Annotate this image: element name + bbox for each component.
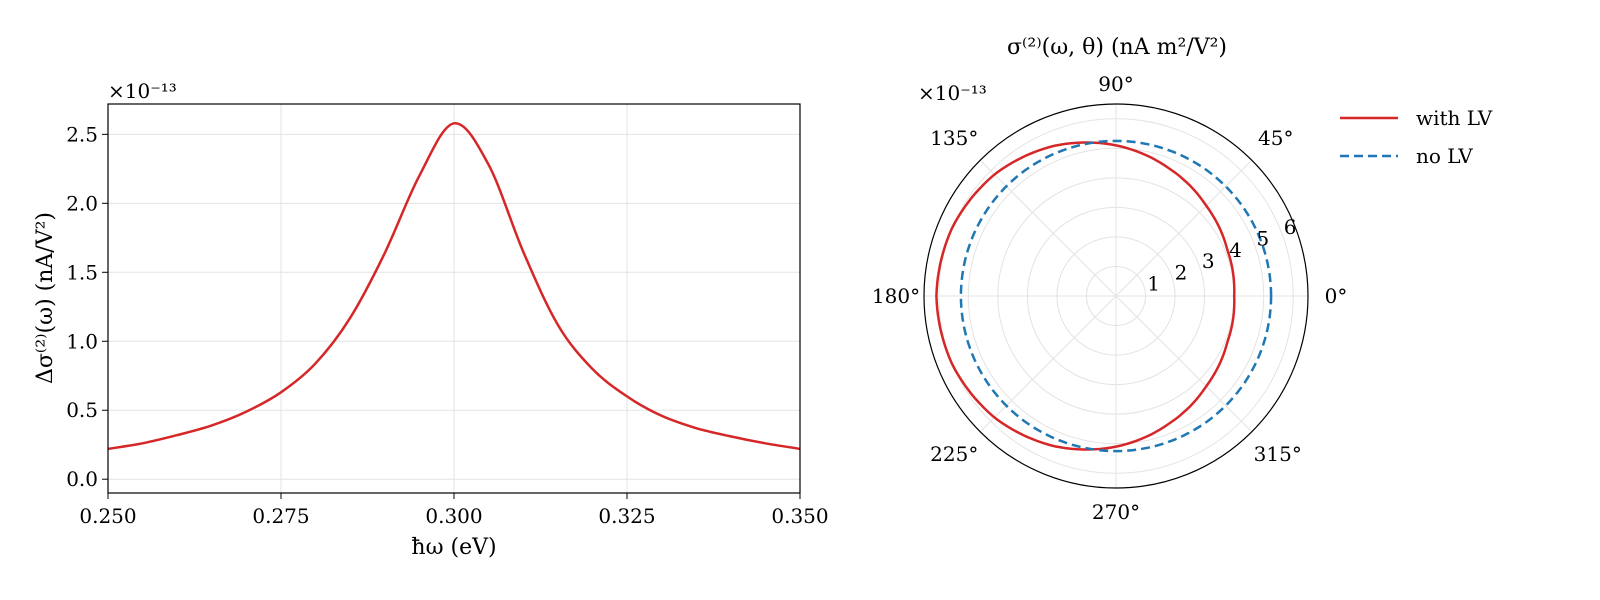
theta-grid-line bbox=[1115, 295, 1253, 433]
polar-series-line-0 bbox=[935, 141, 1236, 451]
r-tick-label: 5 bbox=[1256, 226, 1269, 250]
x-axis-label: ħω (eV) bbox=[411, 535, 496, 560]
r-tick-label: 6 bbox=[1284, 215, 1297, 239]
polar-series-line-1 bbox=[959, 139, 1273, 453]
y-tick-label: 0.5 bbox=[66, 398, 98, 422]
y-tick-label: 2.0 bbox=[66, 191, 98, 215]
y-tick-label: 0.0 bbox=[66, 467, 98, 491]
legend-label-with-lv: with LV bbox=[1416, 106, 1493, 130]
y-multiplier-label: ×10⁻¹³ bbox=[108, 79, 177, 103]
theta-tick-label: 0° bbox=[1325, 284, 1348, 308]
x-tick-label: 0.350 bbox=[771, 504, 828, 528]
y-tick-label: 2.5 bbox=[66, 122, 98, 146]
y-tick-label: 1.0 bbox=[66, 329, 98, 353]
theta-tick-label: 180° bbox=[872, 284, 920, 308]
r-tick-label: 4 bbox=[1229, 238, 1242, 262]
theta-tick-label: 45° bbox=[1258, 126, 1293, 150]
line-chart-grid bbox=[107, 104, 801, 493]
r-multiplier-label: ×10⁻¹³ bbox=[918, 81, 987, 105]
theta-tick-label: 135° bbox=[930, 126, 978, 150]
polar-grid bbox=[924, 104, 1308, 488]
y-axis-ticks: 0.0 0.5 1.0 1.5 2.0 2.5 bbox=[66, 122, 108, 491]
x-tick-label: 0.275 bbox=[252, 504, 309, 528]
theta-tick-label: 225° bbox=[930, 442, 978, 466]
x-tick-label: 0.250 bbox=[79, 504, 136, 528]
y-tick-label: 1.5 bbox=[66, 260, 98, 284]
x-tick-label: 0.300 bbox=[425, 504, 482, 528]
theta-tick-labels: 0° 45° 90° 135° 180° 225° 270° 315° bbox=[872, 72, 1347, 524]
polar-frame bbox=[923, 103, 1309, 489]
r-tick-label: 2 bbox=[1175, 260, 1188, 284]
r-tick-label: 3 bbox=[1202, 249, 1215, 273]
polar-series bbox=[935, 139, 1273, 453]
polar-title: σ⁽²⁾(ω, θ) (nA m²/V²) bbox=[1007, 35, 1227, 60]
theta-grid-line bbox=[1115, 159, 1253, 297]
theta-tick-label: 315° bbox=[1254, 442, 1302, 466]
legend-label-no-lv: no LV bbox=[1416, 144, 1473, 168]
series-line-0 bbox=[107, 122, 801, 451]
theta-tick-label: 90° bbox=[1098, 72, 1133, 96]
theta-grid-line bbox=[979, 295, 1117, 433]
y-axis-label: Δσ⁽²⁾(ω) (nA/V²) bbox=[33, 212, 58, 384]
x-tick-label: 0.325 bbox=[598, 504, 655, 528]
x-axis-ticks: 0.250 0.275 0.300 0.325 0.350 bbox=[79, 493, 829, 528]
theta-grid-line bbox=[979, 159, 1117, 297]
theta-tick-label: 270° bbox=[1092, 500, 1140, 524]
legend: with LV no LV bbox=[1340, 106, 1493, 168]
line-chart: 0.250 0.275 0.300 0.325 0.350 0.0 0.5 1.0 1.5 2.… bbox=[33, 79, 829, 560]
r-tick-label: 1 bbox=[1147, 272, 1160, 296]
